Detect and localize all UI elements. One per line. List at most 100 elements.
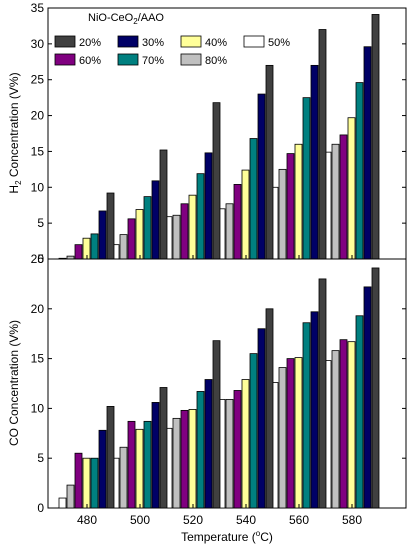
h2-y-tick-label: 35	[31, 1, 45, 15]
h2-bar-40pct-580	[347, 117, 356, 260]
co-bar-60pct-540	[233, 390, 242, 509]
h2-bar-80pct-560	[278, 168, 287, 260]
co-bar-30pct-480	[98, 429, 107, 509]
legend-swatch-70pct	[117, 53, 139, 66]
co-bar-30pct-560	[310, 311, 319, 509]
h2-bar-20pct-480	[106, 192, 115, 260]
co-bar-70pct-480	[90, 457, 99, 509]
h2-bar-60pct-580	[339, 134, 348, 260]
co-bar-80pct-520	[172, 417, 181, 509]
h2-bar-70pct-560	[302, 97, 311, 260]
h2-bar-20pct-580	[371, 14, 380, 260]
legend: NiO-CeO2/AAO 20% 30% 40% 50% 60% 70% 80%	[54, 12, 290, 67]
co-bar-40pct-540	[241, 379, 250, 509]
co-y-tick-label: 0	[37, 501, 44, 515]
legend-swatch-80pct	[180, 53, 202, 66]
co-bar-70pct-500	[143, 420, 152, 509]
co-bar-30pct-580	[363, 286, 372, 509]
co-bar-20pct-540	[265, 308, 274, 509]
h2-bar-80pct-580	[331, 143, 340, 260]
legend-title-subscript: 2	[133, 17, 138, 26]
legend-swatch-20pct	[54, 35, 76, 48]
h2-y-axis-label-sub: 2	[14, 180, 23, 185]
h2-bar-80pct-520	[172, 214, 181, 260]
co-bar-60pct-520	[180, 409, 189, 509]
h2-y-tick-label: 15	[31, 144, 45, 158]
co-bar-70pct-580	[355, 315, 364, 509]
x-tick-label: 560	[289, 513, 309, 527]
co-y-tick-label: 10	[31, 401, 45, 415]
legend-label-70pct: 70%	[142, 55, 164, 67]
x-axis-label-post: C)	[260, 530, 273, 544]
x-tick-label: 500	[130, 513, 150, 527]
co-x-axis-ticks: 480 500 520 540 560 580	[77, 504, 362, 527]
co-bar-30pct-500	[151, 402, 160, 509]
h2-bar-40pct-500	[135, 209, 144, 260]
co-bar-80pct-580	[331, 350, 340, 509]
h2-bar-20pct-520	[212, 102, 221, 260]
h2-bar-20pct-500	[159, 149, 168, 260]
h2-bar-70pct-500	[143, 196, 152, 260]
h2-y-tick-label: 30	[31, 37, 45, 51]
co-y-axis-label: CO Concentration (V%)	[7, 320, 21, 446]
h2-bar-30pct-560	[310, 64, 319, 260]
legend-swatch-30pct	[117, 35, 139, 48]
h2-bar-30pct-580	[363, 46, 372, 260]
legend-title-suffix: /AAO	[138, 12, 165, 24]
h2-bar-60pct-500	[127, 218, 136, 260]
h2-bar-70pct-540	[249, 138, 258, 260]
co-y-tick-label: 5	[37, 451, 44, 465]
co-bar-20pct-520	[212, 340, 221, 509]
legend-swatch-50pct	[243, 35, 265, 48]
legend-title: NiO-CeO2/AAO	[88, 12, 164, 26]
co-bar-20pct-560	[318, 278, 327, 509]
legend-label-60pct: 60%	[79, 55, 101, 67]
co-concentration-panel: 0 5 10 15 20 25 480 500 520 540 560 580 CO Concent…	[7, 252, 407, 544]
x-axis-label-degree: o	[256, 529, 261, 538]
x-tick-label: 540	[236, 513, 256, 527]
x-tick-label: 520	[183, 513, 203, 527]
h2-y-axis-label: H2 Concentration (V%)	[7, 72, 23, 193]
h2-bar-20pct-540	[265, 64, 274, 260]
h2-bar-80pct-500	[119, 234, 128, 260]
legend-title-main: NiO-CeO	[88, 12, 134, 24]
co-bar-70pct-520	[196, 391, 205, 509]
co-bar-40pct-580	[347, 341, 356, 509]
h2-y-tick-label: 5	[37, 216, 44, 230]
h2-y-tick-label: 10	[31, 180, 45, 194]
h2-bar-30pct-500	[151, 180, 160, 260]
co-bar-20pct-580	[371, 267, 380, 509]
h2-bar-70pct-520	[196, 173, 205, 260]
co-bar-30pct-520	[204, 379, 213, 509]
legend-label-80pct: 80%	[205, 55, 227, 67]
co-bar-70pct-540	[249, 353, 258, 509]
co-bar-60pct-480	[74, 452, 83, 509]
co-y-tick-label: 20	[31, 302, 45, 316]
h2-bar-60pct-520	[180, 203, 189, 260]
h2-bar-30pct-540	[257, 93, 266, 260]
x-axis-label: Temperature (oC)	[181, 529, 273, 544]
co-y-axis-ticks: 0 5 10 15 20 25	[31, 252, 406, 515]
co-y-tick-label: 25	[31, 252, 45, 266]
co-bar-70pct-560	[302, 322, 311, 509]
h2-bar-60pct-560	[286, 153, 295, 260]
co-bar-40pct-480	[82, 457, 91, 509]
legend-swatch-40pct	[180, 35, 202, 48]
co-bar-80pct-540	[225, 399, 234, 509]
co-bar-60pct-560	[286, 358, 295, 509]
h2-bar-20pct-560	[318, 29, 327, 260]
legend-swatch-60pct	[54, 53, 76, 66]
co-bar-80pct-500	[119, 446, 128, 509]
co-bar-60pct-580	[339, 339, 348, 509]
co-bar-40pct-500	[135, 428, 144, 509]
h2-y-axis-ticks: 0 5 10 15 20 25 30 35	[31, 1, 406, 266]
co-bars	[58, 267, 380, 509]
h2-y-axis-label-main: H	[7, 185, 21, 194]
h2-bar-70pct-580	[355, 82, 364, 260]
h2-bars	[58, 14, 380, 260]
h2-y-axis-label-rest: Concentration (V%)	[7, 72, 21, 180]
co-bar-40pct-520	[188, 408, 197, 509]
h2-bar-60pct-480	[74, 244, 83, 260]
